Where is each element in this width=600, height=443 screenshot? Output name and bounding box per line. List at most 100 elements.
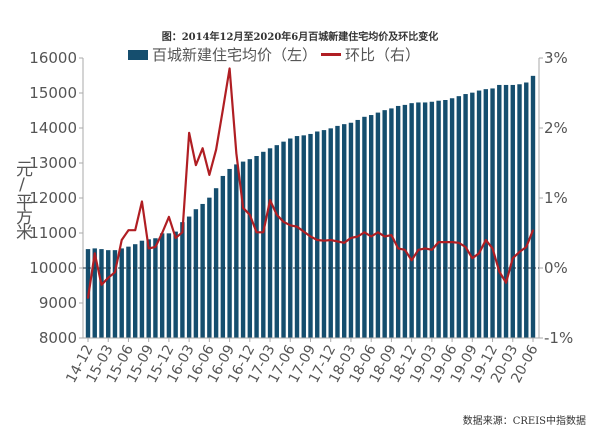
mom-point <box>100 284 103 286</box>
bar <box>510 84 515 338</box>
bar <box>146 239 151 338</box>
mom-point <box>336 240 339 243</box>
mom-point <box>471 257 474 260</box>
bar <box>301 135 306 338</box>
mom-point <box>478 252 480 255</box>
mom-point <box>451 241 453 243</box>
chart-title: 图：2014年12月至2020年6月百城新建住宅均价及环比变化 <box>161 32 439 43</box>
mom-point <box>518 251 521 253</box>
bar <box>497 84 502 338</box>
mom-point <box>329 239 332 241</box>
bar <box>362 116 367 338</box>
bar <box>153 238 158 338</box>
mom-point <box>282 221 285 223</box>
mom-point <box>195 164 197 166</box>
y-axis-label: 元/平方米 <box>12 160 32 238</box>
bar <box>220 175 226 338</box>
bar <box>483 89 489 339</box>
bar <box>315 131 320 338</box>
mom-point <box>309 235 312 238</box>
bar <box>524 82 529 338</box>
bar <box>213 188 219 338</box>
mom-point <box>437 241 440 243</box>
bar <box>490 88 495 338</box>
y-left-tick-label: 9000 <box>39 294 77 312</box>
bar <box>389 108 394 339</box>
bar <box>348 122 354 338</box>
legend-swatch-bar <box>128 49 148 60</box>
y-right-tick-label: 2% <box>544 119 568 137</box>
bar <box>261 151 266 338</box>
legend-swatch-line <box>321 53 342 56</box>
mom-point <box>350 237 352 239</box>
bar <box>234 164 239 338</box>
bar <box>395 105 401 338</box>
bar <box>193 209 199 338</box>
y-right-tick-label: -1% <box>544 329 573 347</box>
y-left-tick-label: 13000 <box>29 154 77 172</box>
mom-point <box>222 109 224 111</box>
bar <box>530 75 536 338</box>
mom-point <box>255 231 258 234</box>
mom-point <box>87 297 89 299</box>
bar <box>375 112 381 338</box>
mom-point <box>235 152 238 154</box>
bar <box>368 115 374 338</box>
mom-point <box>485 239 487 241</box>
bar <box>112 250 118 338</box>
mom-point <box>363 231 366 234</box>
mom-point <box>201 147 204 150</box>
mom-point <box>404 249 406 251</box>
bar <box>92 248 97 338</box>
y-left-tick-label: 8000 <box>39 329 77 347</box>
mom-point <box>127 229 130 231</box>
mom-point <box>323 239 325 242</box>
bar <box>503 84 509 338</box>
mom-point <box>410 259 413 262</box>
mom-point <box>120 239 123 241</box>
mom-point <box>289 224 292 227</box>
mom-point <box>147 247 150 250</box>
mom-point <box>141 200 143 203</box>
mom-point <box>397 247 399 250</box>
bar <box>470 92 475 339</box>
mom-point <box>302 230 305 233</box>
bar <box>240 161 246 338</box>
mom-point <box>154 246 157 248</box>
mom-point <box>525 246 528 248</box>
mom-point <box>174 237 177 239</box>
mom-point <box>370 235 372 238</box>
mom-point <box>181 231 184 234</box>
bar <box>422 102 428 338</box>
mom-point <box>390 234 393 236</box>
bar <box>328 128 333 338</box>
mom-point <box>93 252 96 255</box>
y-right-tick-label: 0% <box>544 259 568 277</box>
mom-point <box>269 199 271 201</box>
bar <box>321 130 327 338</box>
bar <box>166 233 172 338</box>
mom-point <box>464 246 467 248</box>
y-left-tick-label: 15000 <box>29 84 77 102</box>
bar <box>429 101 435 338</box>
mom-point <box>208 174 211 176</box>
mom-point <box>188 132 190 134</box>
mom-point <box>343 242 346 244</box>
mom-point <box>431 249 433 251</box>
mom-point <box>107 277 110 279</box>
bar <box>335 125 340 339</box>
mom-point <box>316 239 319 241</box>
bar <box>382 110 387 339</box>
bar <box>355 119 360 338</box>
mom-point <box>498 270 501 273</box>
bar <box>106 250 111 338</box>
bar <box>449 98 455 338</box>
bar <box>119 248 124 338</box>
mom-point <box>215 148 217 151</box>
bar <box>402 104 408 339</box>
bar <box>517 84 522 338</box>
legend: 百城新建住宅均价（左） 环比（右） <box>128 44 420 65</box>
mom-point <box>356 235 359 238</box>
bar <box>476 90 482 338</box>
